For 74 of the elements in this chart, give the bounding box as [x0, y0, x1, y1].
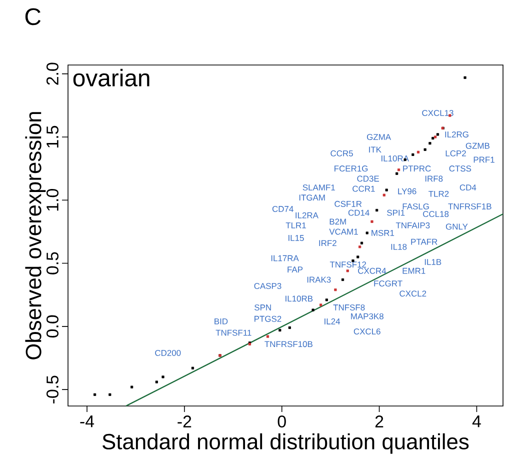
- annotation: CSF1R: [334, 200, 362, 207]
- annotation: CTSS: [449, 166, 472, 172]
- annotation: CXCL2: [400, 290, 426, 297]
- annotation: TNFSF8: [333, 304, 365, 310]
- annotation: EMR1: [402, 268, 426, 274]
- annotation: SPI1: [387, 210, 405, 216]
- y-tick-label: 1.5: [46, 126, 58, 148]
- annotation: MAP3K8: [351, 313, 384, 320]
- annotation: CD200: [155, 350, 181, 356]
- annotation: CASP3: [254, 283, 282, 289]
- annotation: LCP2: [446, 150, 466, 156]
- x-tick-label: -2: [178, 416, 192, 428]
- annotation: PTPRC: [403, 166, 431, 172]
- x-tick-label: 4: [472, 416, 481, 428]
- annotation: PRF1: [474, 156, 494, 163]
- annotation: CXCL6: [354, 328, 380, 334]
- annotation: PTAFR: [411, 238, 438, 245]
- annotation: BID: [214, 318, 228, 324]
- annotation: CCL18: [423, 211, 449, 218]
- annotation: IL15: [288, 235, 304, 241]
- annotation: IRF2: [319, 240, 336, 246]
- annotation: TLR1: [286, 222, 306, 228]
- annotation: MSR1: [372, 230, 394, 236]
- annotation: FASLG: [402, 203, 429, 210]
- annotation: IRAK3: [307, 276, 331, 283]
- annotation: IRF8: [425, 176, 443, 182]
- annotation: TNFRSF1B: [448, 203, 492, 210]
- annotation: IL1B: [424, 259, 442, 265]
- annotation: IL24: [324, 318, 340, 324]
- annotation: LY96: [398, 188, 416, 194]
- annotation: CCR1: [352, 186, 375, 192]
- annotation: CD74: [272, 206, 294, 212]
- annotation: IL10RB: [286, 296, 313, 302]
- annotation: ITGAM: [299, 194, 325, 201]
- y-tick-label: 0.5: [46, 252, 58, 274]
- y-tick-label: 1.0: [46, 189, 58, 211]
- annotation: IL2RG: [445, 131, 468, 138]
- annotation: CCR5: [330, 150, 353, 156]
- annotation: CXCL13: [422, 110, 454, 116]
- annotation: IL2RA: [296, 212, 318, 218]
- annotation: FAP: [288, 266, 303, 272]
- annotation: FCER1G: [334, 166, 368, 172]
- chart-title: ovarian: [73, 68, 150, 86]
- annotation: TNFRSF10B: [264, 341, 312, 348]
- annotation: B2M: [330, 218, 346, 225]
- x-tick-label: 0: [278, 416, 286, 428]
- annotation: CD3E: [357, 176, 379, 182]
- y-tick-label: 2.0: [46, 62, 58, 85]
- annotation: CXCR4: [358, 268, 386, 274]
- annotation: IL10RA: [382, 155, 409, 162]
- annotation: GZMA: [366, 134, 392, 140]
- annotation: IL18: [391, 244, 407, 250]
- annotation: SLAMF1: [302, 184, 335, 190]
- annotation: VCAM1: [329, 228, 358, 235]
- annotation: FCGRT: [374, 280, 402, 286]
- annotation: CD4: [460, 184, 476, 190]
- annotation: CD14: [348, 210, 370, 216]
- x-tick-label: 2: [375, 416, 384, 428]
- annotation: TNFAIP3: [396, 222, 430, 228]
- annotation: TNFSF11: [216, 330, 252, 336]
- y-tick-label: 0.0: [46, 315, 58, 338]
- y-axis-title: Observed overexpression: [25, 112, 46, 360]
- annotation: PTGS2: [254, 316, 282, 322]
- annotation: IL17RA: [271, 255, 299, 262]
- annotation: ITK: [369, 146, 382, 153]
- x-tick-label: -4: [80, 416, 94, 428]
- text: C: [25, 8, 41, 26]
- annotation: TNFSF12: [330, 262, 366, 268]
- x-axis-title: Standard normal distribution quantiles: [102, 433, 469, 454]
- annotation: SPN: [254, 304, 271, 310]
- y-tick-label: -0.5: [46, 376, 58, 404]
- annotation: GZMB: [466, 142, 490, 149]
- annotation: GNLY: [446, 224, 468, 230]
- annotation: TLR2: [428, 190, 449, 197]
